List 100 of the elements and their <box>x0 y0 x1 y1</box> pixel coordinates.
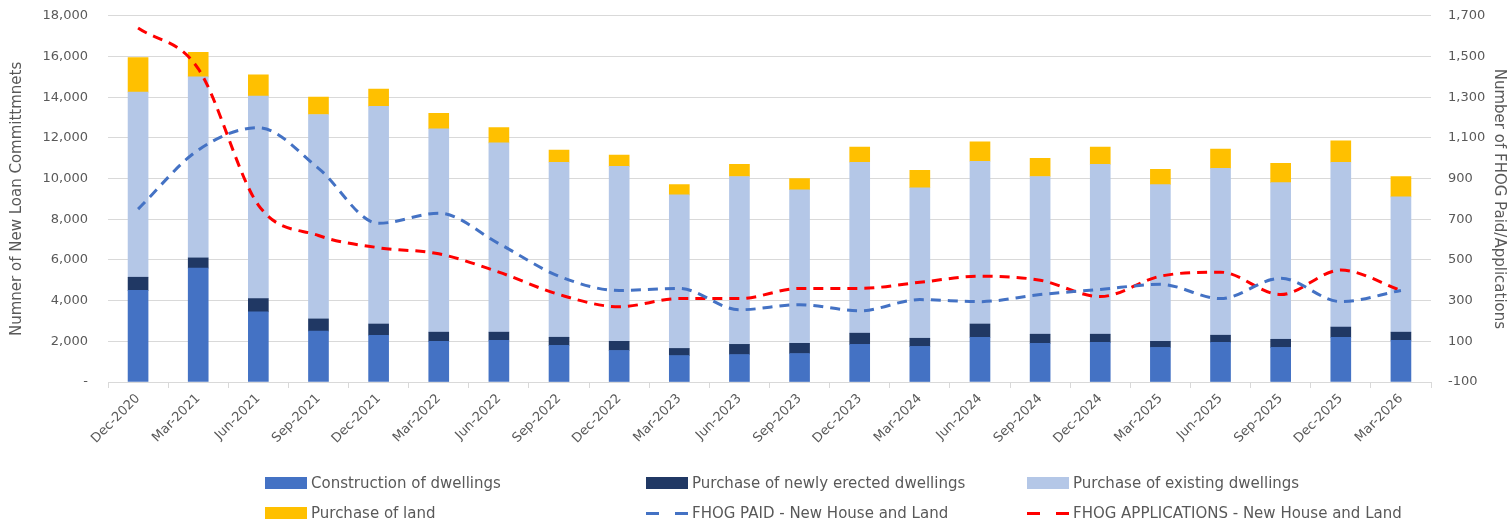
bar <box>608 350 630 382</box>
bar <box>1270 162 1291 183</box>
y2-tick-label: 100 <box>1448 332 1473 348</box>
bar <box>368 323 389 336</box>
bar <box>368 334 389 382</box>
bar <box>849 161 871 334</box>
legend-label: Purchase of newly erected dwellings <box>692 474 966 492</box>
bar <box>668 184 690 196</box>
bar <box>1150 184 1171 342</box>
bar <box>1150 347 1171 382</box>
bar <box>1390 196 1412 333</box>
bar <box>608 166 630 342</box>
bar <box>368 106 389 325</box>
y-axis-title: Numner of New Loan Committmnets <box>6 61 25 337</box>
bar <box>1089 333 1111 343</box>
bar <box>1210 148 1231 169</box>
y-tick-label: 8,000 <box>50 210 88 226</box>
bar <box>1029 343 1051 382</box>
y-tick-label: 4,000 <box>50 292 88 307</box>
y2-tick-label: 1,700 <box>1448 7 1486 23</box>
legend-label: FHOG PAID - New House and Land <box>692 504 949 522</box>
bar <box>668 355 690 382</box>
bar <box>1330 336 1352 382</box>
y2-tick-label: 1,500 <box>1448 47 1486 63</box>
bar <box>548 149 570 163</box>
bar <box>428 128 450 333</box>
bar <box>909 187 931 339</box>
bar <box>1089 342 1111 382</box>
y2-tick-label: 1,100 <box>1448 129 1486 145</box>
bar <box>428 331 450 342</box>
bar <box>548 345 570 382</box>
y-tick-label: 14,000 <box>42 88 88 104</box>
y-tick-label: 16,000 <box>42 47 88 63</box>
bar <box>969 336 991 382</box>
bar <box>428 113 450 130</box>
bar <box>1270 338 1291 348</box>
legend-label: Purchase of land <box>311 504 436 522</box>
bar <box>1330 326 1352 338</box>
bar <box>849 332 871 345</box>
bar <box>1150 340 1171 348</box>
bar <box>308 330 329 382</box>
bar <box>368 88 389 107</box>
bar <box>1210 342 1231 382</box>
bar <box>668 348 690 356</box>
y2-tick-label: 500 <box>1448 251 1473 267</box>
legend-label: FHOG APPLICATIONS - New House and Land <box>1073 504 1402 522</box>
bar <box>849 146 871 163</box>
bar <box>729 344 750 355</box>
bar <box>187 267 209 382</box>
bar <box>1089 146 1111 165</box>
line-series <box>136 126 1403 313</box>
bar <box>1150 169 1171 185</box>
bar <box>1390 339 1412 382</box>
bar <box>1330 161 1352 328</box>
y2-tick-label: 900 <box>1448 169 1473 185</box>
y-tick-label: 2,000 <box>50 332 88 348</box>
bar <box>488 127 510 144</box>
bar <box>488 339 510 382</box>
bar <box>789 178 810 191</box>
bar <box>789 189 810 344</box>
bar <box>248 298 269 313</box>
bar <box>729 163 750 177</box>
y-tick-label: 6,000 <box>50 251 88 267</box>
bar <box>789 343 810 354</box>
bar <box>969 141 991 162</box>
bar <box>969 323 991 338</box>
bar <box>488 142 510 333</box>
bar <box>248 95 269 299</box>
y2-tick-label: 300 <box>1448 292 1473 307</box>
bar <box>548 161 570 338</box>
bar <box>308 96 329 115</box>
bar <box>127 57 149 93</box>
y-tick-label: 18,000 <box>42 7 88 23</box>
bar <box>1210 168 1231 336</box>
legend-label: Construction of dwellings <box>311 474 501 492</box>
bar <box>1029 176 1051 335</box>
bar <box>1029 157 1051 177</box>
bar <box>789 353 810 382</box>
bar <box>308 318 329 332</box>
bar <box>1270 182 1291 340</box>
bar <box>1089 163 1111 335</box>
bar <box>729 354 750 382</box>
y2-axis-title: Number of FHOG Paid/Applications <box>1491 68 1509 330</box>
bar <box>668 194 690 349</box>
bar <box>187 257 209 269</box>
bar <box>127 276 149 291</box>
bar <box>187 76 209 259</box>
bar <box>849 344 871 382</box>
bar <box>428 340 450 382</box>
y-tick-label: 12,000 <box>42 129 88 145</box>
y2-tick-label: -100 <box>1448 373 1478 389</box>
bar <box>187 52 209 78</box>
bar <box>248 311 269 382</box>
bar <box>1270 347 1291 382</box>
legend-label: Purchase of existing dwellings <box>1073 474 1300 492</box>
bar <box>909 170 931 189</box>
bar <box>248 74 269 97</box>
bar <box>729 176 750 345</box>
bar <box>1210 334 1231 343</box>
bar <box>1390 176 1412 198</box>
